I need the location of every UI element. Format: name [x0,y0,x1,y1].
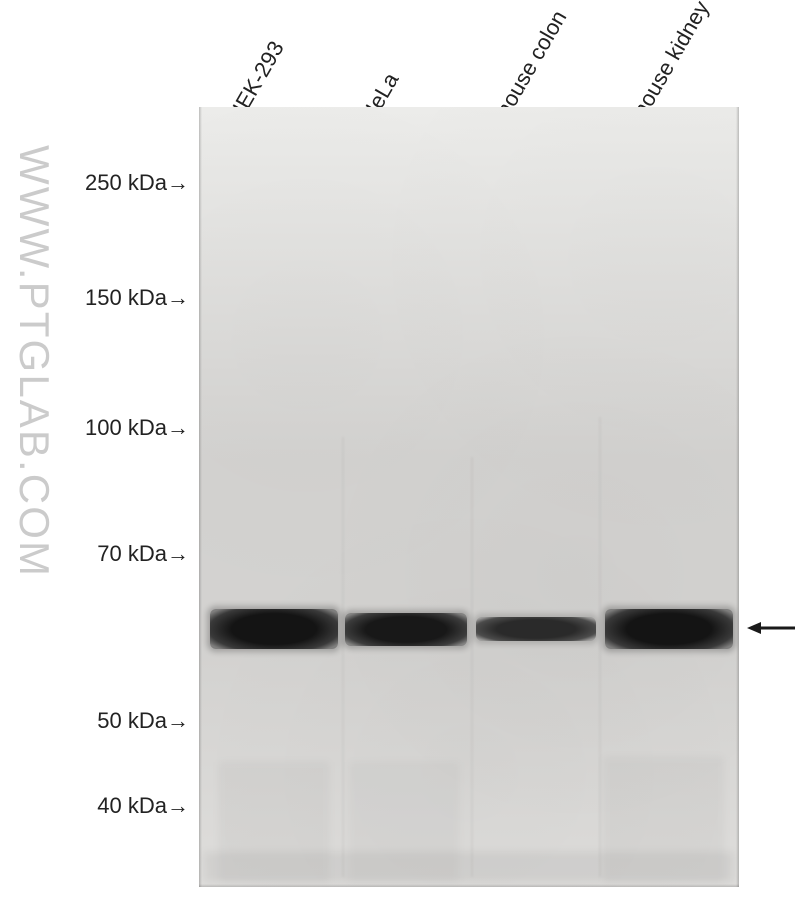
marker-label: 100 kDa→ [29,415,189,441]
band-pointer-arrow-icon [747,618,797,638]
marker-label: 40 kDa→ [29,793,189,819]
film-vertical-streak [599,417,601,877]
watermark-text: WWW.PTGLAB.COM [10,145,58,578]
blot-band [345,613,467,646]
marker-label: 50 kDa→ [29,708,189,734]
blot-edge-right [736,107,739,887]
blot-edge-left [199,107,202,887]
film-vertical-streak [471,457,473,877]
western-blot-figure: WWW.PTGLAB.COM 250 kDa→ 150 kDa→ 100 kDa→ 7… [0,0,800,903]
marker-label: 250 kDa→ [29,170,189,196]
blot-edge-bottom [199,884,739,887]
marker-label: 70 kDa→ [29,541,189,567]
blot-band [210,609,338,649]
blot-membrane [199,107,739,887]
marker-label: 150 kDa→ [29,285,189,311]
blot-band [605,609,733,649]
blot-band [476,617,596,641]
dye-front-shadow [204,852,734,882]
film-vertical-streak [342,437,344,877]
